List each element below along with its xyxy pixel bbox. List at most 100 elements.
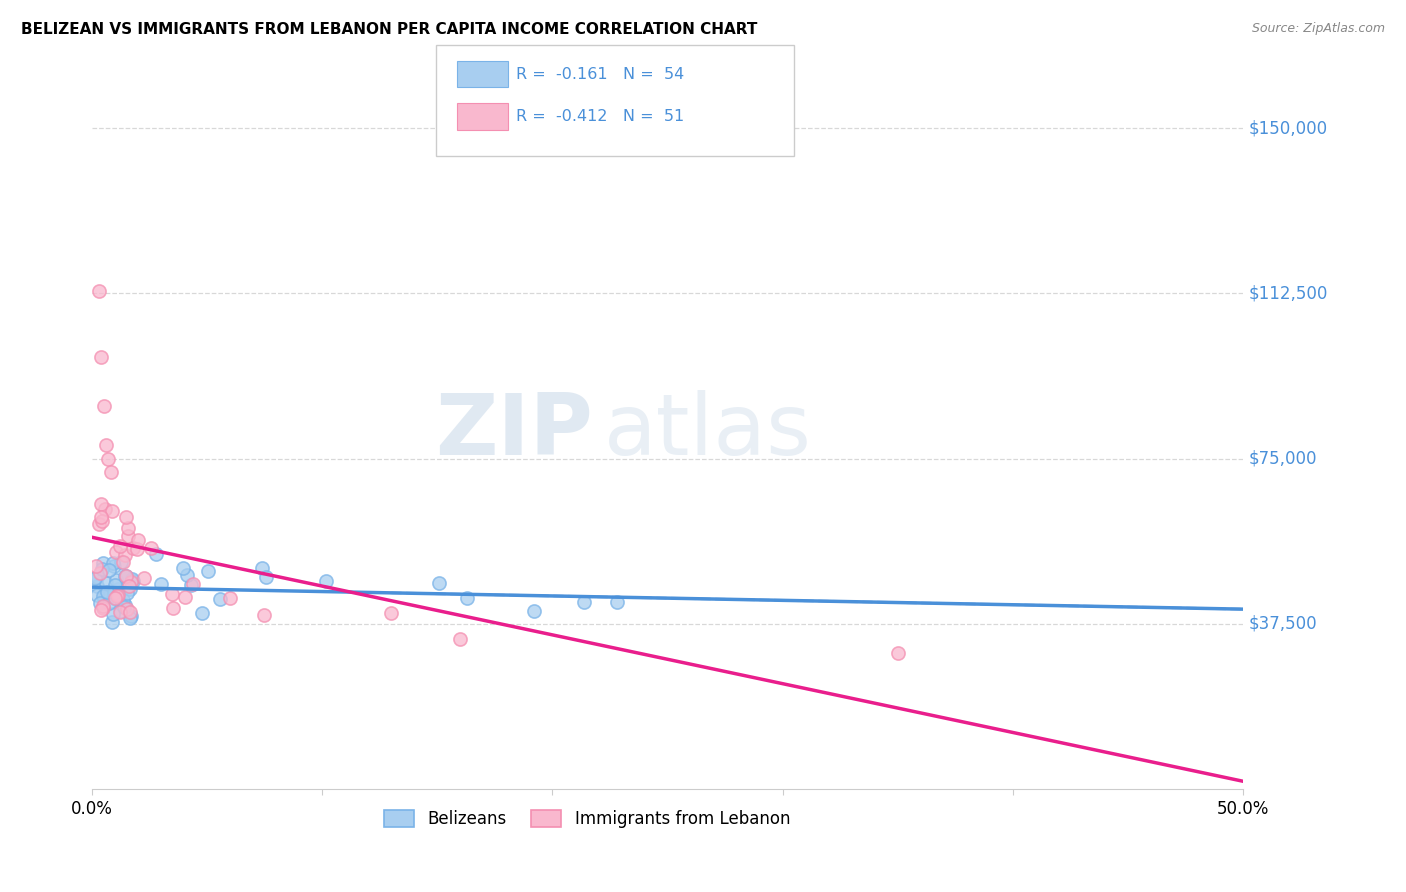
Point bbox=[90, 351, 112, 365]
Point bbox=[94, 502, 117, 516]
Point bbox=[145, 547, 167, 561]
Point bbox=[218, 591, 240, 605]
Point bbox=[105, 590, 128, 604]
Point bbox=[121, 574, 143, 589]
Point bbox=[86, 579, 108, 593]
Point bbox=[139, 541, 162, 555]
Point bbox=[101, 607, 124, 621]
Point bbox=[91, 599, 114, 613]
Point bbox=[118, 579, 141, 593]
Point bbox=[162, 600, 184, 615]
Legend: Belizeans, Immigrants from Lebanon: Belizeans, Immigrants from Lebanon bbox=[377, 803, 797, 835]
Point bbox=[100, 587, 122, 601]
Point bbox=[93, 556, 115, 570]
Point bbox=[91, 589, 114, 603]
Point bbox=[456, 591, 478, 605]
Point bbox=[104, 591, 127, 606]
Point bbox=[117, 529, 139, 543]
Point bbox=[523, 604, 546, 618]
Point bbox=[114, 569, 136, 583]
Point bbox=[89, 566, 111, 580]
Point bbox=[181, 576, 204, 591]
Point bbox=[197, 564, 219, 578]
Point bbox=[427, 576, 450, 591]
Point bbox=[114, 569, 136, 583]
Point bbox=[97, 451, 120, 466]
Text: $37,500: $37,500 bbox=[1249, 615, 1317, 633]
Text: $75,000: $75,000 bbox=[1249, 450, 1317, 467]
Point bbox=[121, 541, 143, 555]
Point bbox=[209, 591, 232, 606]
Point bbox=[114, 598, 136, 612]
Point bbox=[84, 558, 107, 573]
Point bbox=[91, 515, 114, 529]
Point bbox=[104, 591, 127, 606]
Point bbox=[110, 604, 132, 618]
Point bbox=[94, 575, 117, 590]
Point bbox=[101, 557, 124, 571]
Point bbox=[574, 595, 596, 609]
Point bbox=[176, 568, 198, 582]
Point bbox=[115, 602, 138, 616]
Text: R =  -0.161   N =  54: R = -0.161 N = 54 bbox=[516, 67, 685, 81]
Point bbox=[110, 605, 132, 619]
Text: $150,000: $150,000 bbox=[1249, 119, 1327, 137]
Point bbox=[107, 588, 129, 602]
Point bbox=[150, 576, 173, 591]
Point bbox=[120, 574, 142, 589]
Text: R =  -0.412   N =  51: R = -0.412 N = 51 bbox=[516, 110, 685, 124]
Text: Source: ZipAtlas.com: Source: ZipAtlas.com bbox=[1251, 22, 1385, 36]
Point bbox=[104, 545, 127, 559]
Point bbox=[254, 570, 277, 584]
Point bbox=[117, 586, 139, 600]
Point bbox=[114, 548, 136, 562]
Point bbox=[100, 465, 122, 479]
Point bbox=[117, 521, 139, 535]
Point bbox=[90, 603, 112, 617]
Point bbox=[91, 562, 114, 576]
Point bbox=[115, 569, 138, 583]
Point bbox=[120, 582, 142, 597]
Point bbox=[380, 606, 402, 620]
Point bbox=[93, 601, 115, 615]
Point bbox=[100, 504, 122, 518]
Text: BELIZEAN VS IMMIGRANTS FROM LEBANON PER CAPITA INCOME CORRELATION CHART: BELIZEAN VS IMMIGRANTS FROM LEBANON PER … bbox=[21, 22, 758, 37]
Point bbox=[315, 574, 337, 589]
Point bbox=[162, 587, 184, 601]
Point bbox=[98, 563, 121, 577]
Point bbox=[174, 590, 197, 604]
Text: $112,500: $112,500 bbox=[1249, 285, 1329, 302]
Point bbox=[84, 571, 107, 585]
Point bbox=[112, 600, 135, 615]
Point bbox=[127, 533, 149, 548]
Point bbox=[89, 596, 111, 610]
Point bbox=[120, 609, 142, 624]
Point bbox=[98, 589, 121, 603]
Point bbox=[132, 571, 155, 585]
Point bbox=[121, 572, 143, 586]
Point bbox=[110, 539, 132, 553]
Point bbox=[111, 593, 134, 607]
Point bbox=[94, 438, 117, 452]
Point bbox=[103, 558, 125, 573]
Point bbox=[118, 611, 141, 625]
Point bbox=[118, 605, 141, 619]
Point bbox=[606, 595, 628, 609]
Point bbox=[101, 615, 124, 629]
Point bbox=[104, 573, 127, 587]
Point bbox=[93, 399, 115, 413]
Point bbox=[96, 584, 118, 599]
Point bbox=[104, 578, 127, 592]
Point bbox=[94, 589, 117, 603]
Point bbox=[90, 510, 112, 524]
Point bbox=[97, 596, 120, 610]
Point bbox=[115, 509, 138, 524]
Point bbox=[87, 284, 110, 298]
Point bbox=[86, 570, 108, 584]
Point bbox=[886, 646, 908, 660]
Point bbox=[449, 632, 471, 647]
Point bbox=[252, 607, 274, 622]
Point bbox=[90, 497, 112, 511]
Point bbox=[125, 541, 148, 556]
Point bbox=[103, 585, 125, 599]
